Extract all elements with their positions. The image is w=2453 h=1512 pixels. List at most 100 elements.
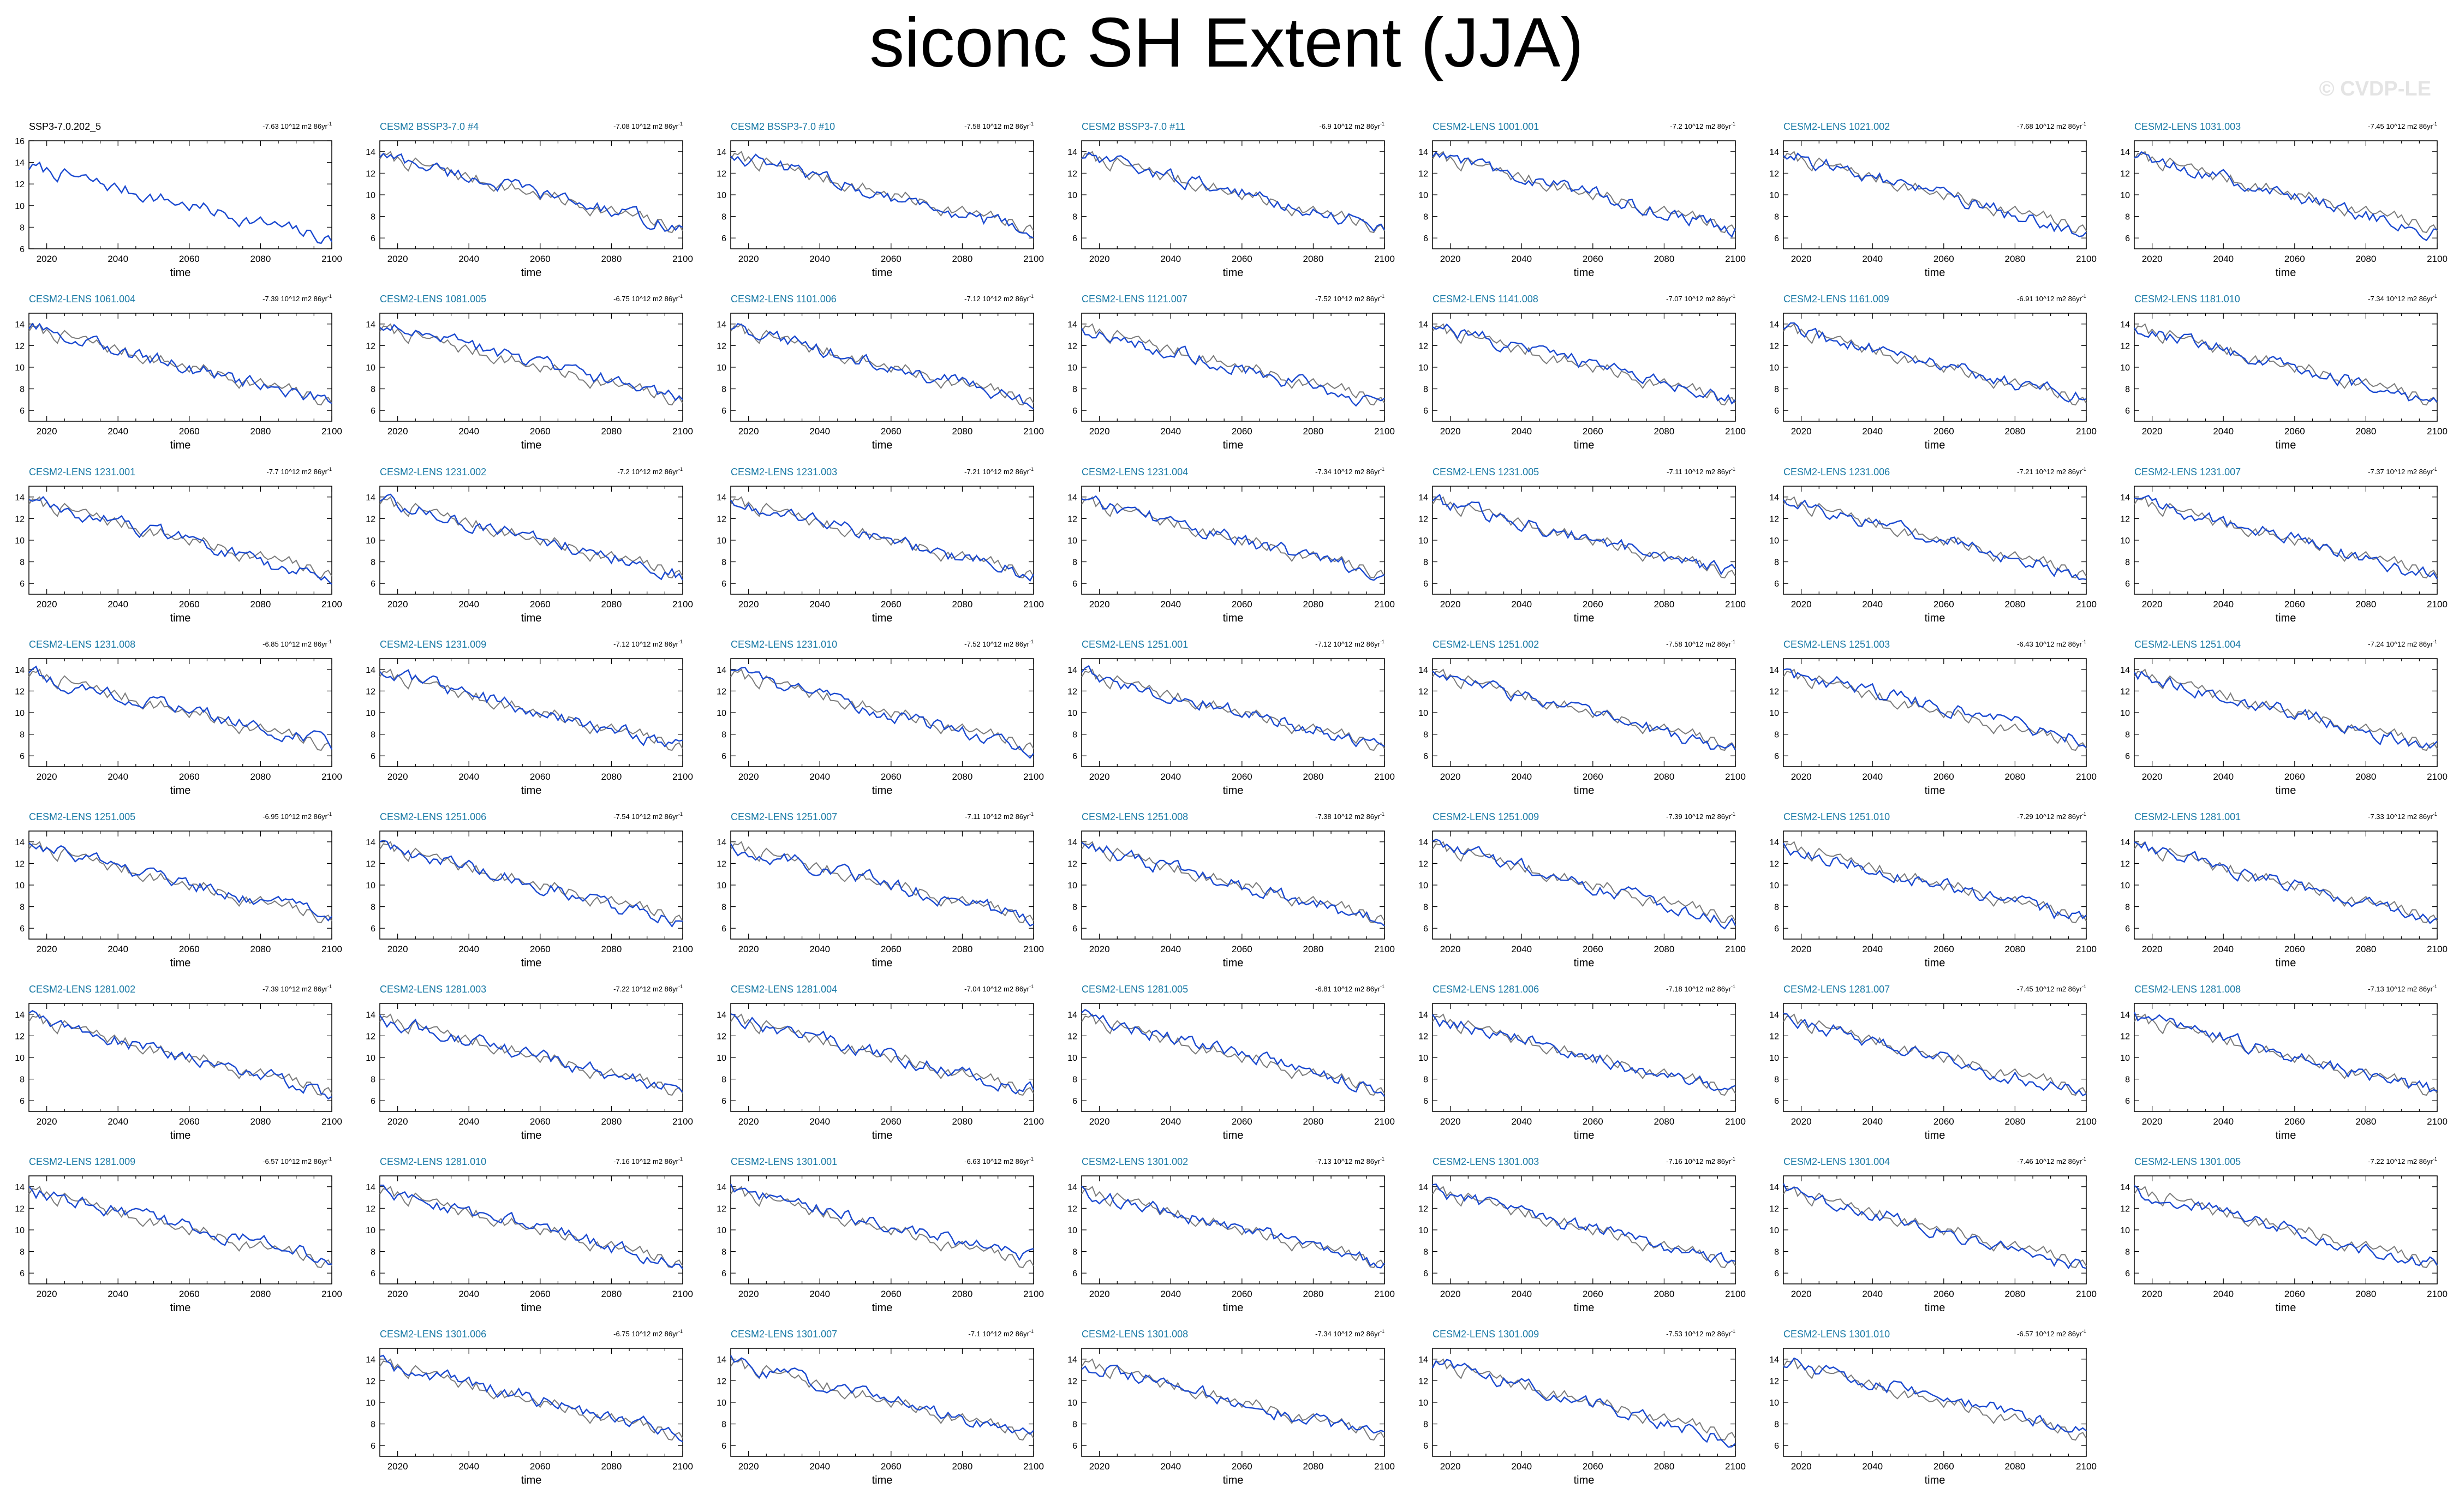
plot-frame: [28, 140, 332, 249]
x-axis-label: time: [170, 1129, 191, 1142]
panel-title: CESM2-LENS 1281.006: [1433, 984, 1539, 995]
chart-panel: CESM2-LENS 1231.004 -7.34 10^12 m2 86yr-1…: [1067, 467, 1395, 624]
x-tick-label: 2040: [809, 1461, 830, 1472]
x-tick-label: 2040: [2213, 772, 2234, 782]
chart-panel: CESM2 BSSP3-7.0 #4 -7.08 10^12 m2 86yr-1 2…: [366, 121, 693, 279]
y-tick-label: 6: [1774, 1269, 1779, 1278]
panel-title: CESM2 BSSP3-7.0 #11: [1082, 121, 1185, 132]
x-tick-label: 2060: [2284, 1116, 2305, 1127]
x-tick-label: 2080: [952, 944, 972, 954]
y-tick-label: 6: [721, 1097, 726, 1106]
y-tick-label: 14: [717, 1355, 726, 1365]
y-tick-label: 14: [366, 320, 375, 330]
x-tick-label: 2060: [1583, 1116, 1603, 1127]
x-tick-label: 2080: [2355, 1116, 2376, 1127]
y-tick-label: 14: [1067, 1355, 1077, 1365]
y-tick-label: 10: [717, 881, 726, 891]
y-tick-label: 6: [1774, 1442, 1779, 1451]
observation-line: [28, 323, 332, 406]
y-tick-label: 8: [371, 1420, 375, 1430]
x-axis-label: time: [1223, 785, 1244, 797]
y-tick-label: 6: [1072, 924, 1077, 934]
x-axis-label: time: [1574, 439, 1595, 451]
observation-line: [730, 323, 1034, 406]
y-tick-label: 6: [1072, 1097, 1077, 1106]
y-tick-label: 8: [1423, 385, 1428, 395]
chart-panel: CESM2-LENS 1031.003 -7.45 10^12 m2 86yr-1…: [2120, 121, 2448, 279]
x-tick-label: 2060: [1933, 1116, 1954, 1127]
x-axis-label: time: [1925, 267, 1945, 279]
y-tick-label: 6: [2125, 1097, 2130, 1106]
ensemble-line: [379, 1014, 683, 1093]
x-tick-label: 2020: [1791, 599, 1812, 609]
ensemble-line: [1432, 151, 1736, 238]
chart-panel: CESM2-LENS 1021.002 -7.68 10^12 m2 86yr-1…: [1769, 121, 2097, 279]
ensemble-line: [1783, 499, 2087, 581]
trend-label: -7.22 10^12 m2 86yr-1: [2368, 1156, 2437, 1166]
plot-frame: [1081, 486, 1385, 595]
y-tick-label: 10: [15, 363, 25, 373]
y-tick-label: 10: [1067, 536, 1077, 546]
observation-line: [1783, 323, 2087, 406]
x-tick-label: 2020: [1440, 254, 1461, 264]
x-tick-label: 2080: [2355, 426, 2376, 437]
trend-exponent: -1: [327, 1156, 332, 1162]
x-tick-label: 2080: [1303, 1116, 1323, 1127]
plot-frame: [730, 658, 1034, 767]
trend-exponent: -1: [678, 984, 683, 989]
panel-title: CESM2-LENS 1021.002: [1783, 121, 1890, 132]
ensemble-line: [730, 666, 1034, 759]
x-tick-label: 2060: [1933, 254, 1954, 264]
y-tick-label: 6: [1423, 1269, 1428, 1278]
y-tick-label: 14: [1418, 493, 1428, 503]
trend-exponent: -1: [2433, 121, 2437, 127]
panel-title: CESM2-LENS 1061.004: [29, 294, 135, 304]
x-tick-label: 2080: [601, 1461, 622, 1472]
x-tick-label: 2060: [1232, 1461, 1252, 1472]
x-tick-label: 2100: [1374, 1116, 1395, 1127]
chart-panel: CESM2-LENS 1301.010 -6.57 10^12 m2 86yr-1…: [1769, 1329, 2097, 1486]
y-tick-label: 6: [2125, 407, 2130, 416]
x-tick-label: 2100: [1725, 1116, 1746, 1127]
plot-frame: [1081, 1003, 1385, 1112]
panel-title: CESM2-LENS 1181.010: [2134, 294, 2240, 304]
x-tick-label: 2100: [672, 1461, 693, 1472]
x-tick-label: 2020: [738, 944, 759, 954]
x-tick-label: 2020: [738, 1461, 759, 1472]
y-tick-label: 10: [366, 536, 375, 546]
trend-exponent: -1: [678, 294, 683, 299]
panel-title: CESM2-LENS 1281.008: [2134, 984, 2241, 995]
trend-exponent: -1: [2433, 639, 2437, 644]
y-tick-label: 6: [20, 1097, 25, 1106]
trend-exponent: -1: [1731, 984, 1735, 989]
y-tick-label: 10: [1067, 1226, 1077, 1235]
ensemble-line: [1081, 1185, 1385, 1269]
y-tick-label: 8: [1423, 1420, 1428, 1430]
observation-line: [1783, 496, 2087, 579]
chart-panel: CESM2-LENS 1251.003 -6.43 10^12 m2 86yr-1…: [1769, 639, 2097, 797]
plot-frame: [2134, 830, 2438, 940]
y-tick-label: 14: [2120, 1183, 2130, 1192]
x-tick-label: 2040: [2213, 1289, 2234, 1299]
y-tick-label: 10: [15, 1054, 25, 1063]
y-tick-label: 10: [15, 881, 25, 891]
x-tick-label: 2060: [1583, 772, 1603, 782]
x-tick-label: 2040: [108, 1116, 128, 1127]
x-tick-label: 2080: [1303, 599, 1323, 609]
trend-exponent: -1: [1380, 294, 1384, 299]
y-tick-label: 10: [2120, 191, 2130, 200]
y-tick-label: 14: [1769, 493, 1779, 503]
x-tick-label: 2020: [1440, 1461, 1461, 1472]
x-axis-label: time: [521, 1302, 542, 1314]
x-tick-label: 2020: [1791, 1461, 1812, 1472]
chart-panel: CESM2-LENS 1251.004 -7.24 10^12 m2 86yr-1…: [2120, 639, 2448, 797]
x-tick-label: 2020: [1440, 1116, 1461, 1127]
trend-label: -7.2 10^12 m2 86yr-1: [617, 467, 683, 476]
y-tick-label: 14: [1418, 666, 1428, 675]
observation-line: [379, 323, 683, 406]
y-tick-label: 10: [1418, 191, 1428, 200]
x-tick-label: 2100: [321, 599, 342, 609]
y-tick-label: 12: [717, 687, 726, 696]
y-tick-label: 14: [2120, 320, 2130, 330]
y-tick-label: 12: [717, 515, 726, 524]
